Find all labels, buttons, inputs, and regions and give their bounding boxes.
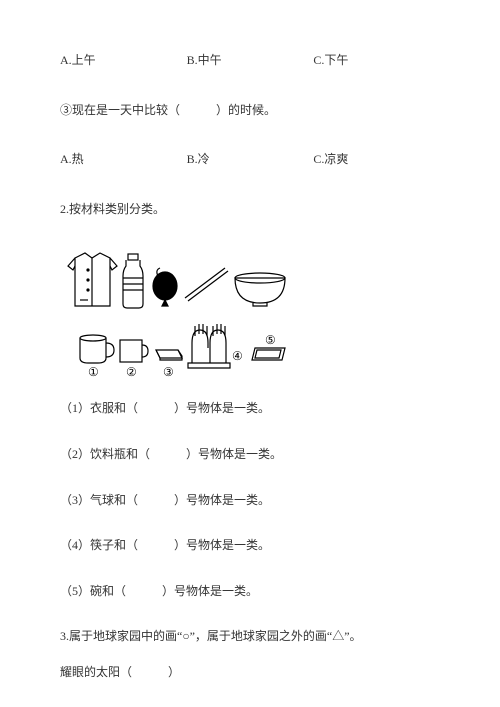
q1-sub3-options-row: A.热 B.冷 C.凉爽 (60, 149, 440, 171)
q1-sub3-option-b: B.冷 (187, 149, 314, 171)
cup2-icon (120, 340, 148, 362)
q2-item-2: （2）饮料瓶和（ ）号物体是一类。 (60, 444, 440, 466)
cup1-icon (80, 335, 114, 363)
q1-sub3-option-c: C.凉爽 (313, 149, 440, 171)
label-2: ② (126, 365, 137, 378)
label-3: ③ (163, 365, 174, 378)
materials-illustration: ① ② ③ ④ ⑤ (60, 248, 290, 378)
bowl-icon (235, 273, 285, 306)
q2-item-3: （3）气球和（ ）号物体是一类。 (60, 490, 440, 512)
q1-option-b: B.中午 (187, 50, 314, 72)
bottle-icon (123, 254, 143, 308)
q2-item-1: （1）衣服和（ ）号物体是一类。 (60, 398, 440, 420)
q1-sub3-text: ③现在是一天中比较（ ）的时候。 (60, 100, 440, 122)
chopsticks-icon (185, 268, 228, 301)
q1-option-a: A.上午 (60, 50, 187, 72)
label-4: ④ (232, 349, 243, 363)
balloon-icon (153, 268, 177, 306)
tray-icon (252, 348, 285, 360)
q2-image-block: ① ② ③ ④ ⑤ (60, 248, 440, 378)
q3-item-1: 耀眼的太阳（ ） (60, 662, 440, 684)
gloves-icon (188, 324, 230, 368)
q2-item-5: （5）碗和（ ）号物体是一类。 (60, 581, 440, 603)
shirt-icon (68, 253, 117, 306)
q3-title: 3.属于地球家园中的画“○”，属于地球家园之外的画“△”。 (60, 626, 440, 648)
soap-icon (156, 350, 182, 360)
label-5: ⑤ (265, 333, 276, 347)
q1-sub3-option-a: A.热 (60, 149, 187, 171)
q1-options-row: A.上午 B.中午 C.下午 (60, 50, 440, 72)
q2-item-4: （4）筷子和（ ）号物体是一类。 (60, 535, 440, 557)
q1-option-c: C.下午 (313, 50, 440, 72)
label-1: ① (88, 365, 99, 378)
q2-title: 2.按材料类别分类。 (60, 199, 440, 221)
